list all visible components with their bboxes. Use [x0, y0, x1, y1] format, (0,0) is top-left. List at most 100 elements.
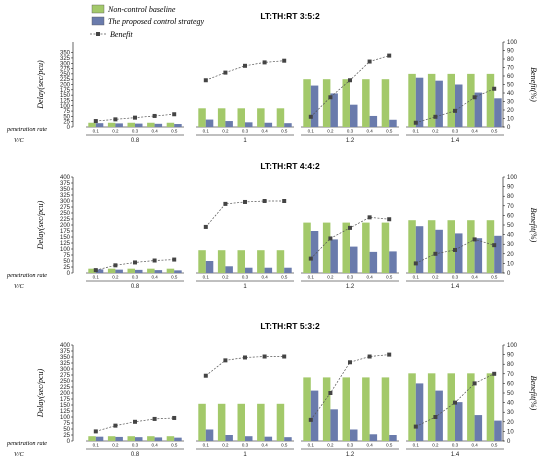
left-axis-tick-label: 125 — [60, 98, 71, 104]
bar-proposed — [474, 238, 483, 273]
bar-proposed — [389, 251, 397, 273]
benefit-point — [223, 358, 228, 363]
bar-baseline — [217, 403, 226, 441]
left-axis-tick-label: 200 — [60, 83, 71, 89]
bar-baseline — [127, 436, 135, 441]
category-tick-label: 0.4 — [366, 275, 373, 280]
legend-label-proposed: The proposed control strategy — [108, 17, 205, 26]
bar-proposed — [245, 267, 253, 273]
bar-proposed — [435, 390, 443, 441]
category-tick-label: 0.5 — [171, 129, 178, 134]
benefit-point — [223, 201, 228, 206]
category-tick-label: 0.4 — [261, 275, 268, 280]
left-axis-tick-label: 25 — [63, 265, 70, 271]
bar-proposed — [154, 437, 163, 441]
bar-baseline — [276, 108, 285, 127]
bar-proposed — [284, 123, 292, 127]
category-tick-label: 0.1 — [308, 443, 315, 448]
bar-proposed — [415, 226, 424, 273]
benefit-point — [387, 53, 392, 58]
left-axis-tick-label: 325 — [60, 56, 71, 62]
bar-proposed — [474, 415, 483, 441]
bar-baseline — [147, 268, 155, 273]
bar-baseline — [467, 220, 475, 273]
left-axis-tick-label: 350 — [60, 355, 71, 361]
benefit-point — [172, 112, 177, 117]
category-tick-label: 0.5 — [386, 275, 393, 280]
group-label: 1.2 — [346, 284, 355, 290]
category-tick-label: 0.5 — [171, 443, 178, 448]
benefit-point — [413, 424, 418, 429]
chart-panel-2: LT:TH:RT 4:4:202550751001251501752002252… — [6, 161, 538, 290]
bar-proposed — [435, 80, 443, 127]
bar-baseline — [381, 79, 390, 127]
bar-baseline — [427, 373, 436, 441]
category-tick-label: 0.2 — [432, 129, 439, 134]
group-label: 0.8 — [131, 138, 140, 144]
legend-marker-benefit — [96, 32, 100, 36]
category-tick-label: 0.4 — [261, 443, 268, 448]
bar-baseline — [322, 79, 331, 127]
left-axis-tick-label: 275 — [60, 373, 71, 379]
right-axis-tick-label: 80 — [507, 57, 514, 63]
benefit-point — [413, 261, 418, 266]
left-axis-tick-label: 125 — [60, 241, 71, 247]
bar-baseline — [467, 73, 475, 127]
benefit-point — [262, 354, 267, 359]
benefit-point — [472, 95, 477, 100]
right-axis-tick-label: 60 — [507, 74, 514, 80]
y2-axis-label: Benefit(%) — [529, 67, 538, 102]
left-axis-tick-label: 100 — [60, 415, 71, 421]
x-axis-label-penetration-rate: penetration rate — [6, 272, 47, 279]
bar-proposed — [225, 435, 233, 441]
benefit-point — [453, 400, 457, 405]
bar-proposed — [205, 119, 214, 127]
bar-proposed — [455, 402, 463, 441]
bar-proposed — [415, 77, 424, 127]
benefit-point — [223, 70, 228, 75]
benefit-line — [205, 200, 285, 228]
benefit-point — [492, 86, 497, 91]
bar-baseline — [322, 377, 331, 441]
right-axis-tick-label: 40 — [507, 233, 514, 239]
benefit-point — [282, 354, 287, 359]
left-axis-tick-label: 350 — [60, 51, 71, 57]
bar-proposed — [330, 239, 338, 273]
right-axis-tick-label: 100 — [507, 40, 518, 46]
left-axis-tick-label: 225 — [60, 77, 71, 83]
benefit-point — [387, 352, 392, 357]
category-tick-label: 0.3 — [242, 275, 249, 280]
group-label: 1.4 — [451, 138, 460, 144]
category-tick-label: 0.3 — [347, 443, 354, 448]
bar-proposed — [310, 85, 319, 127]
category-tick-label: 0.1 — [308, 275, 315, 280]
x-axis-label-penetration-rate: penetration rate — [6, 440, 47, 447]
benefit-point — [328, 95, 333, 100]
benefit-point — [433, 251, 438, 256]
category-tick-label: 0.2 — [222, 275, 229, 280]
category-tick-label: 0.1 — [203, 275, 210, 280]
bar-proposed — [350, 429, 358, 441]
benefit-line — [415, 239, 495, 264]
bar-baseline — [127, 268, 135, 273]
bar-proposed — [494, 98, 502, 127]
category-tick-label: 0.5 — [281, 443, 288, 448]
bar-proposed — [415, 383, 424, 441]
bar-baseline — [198, 403, 206, 441]
bar-proposed — [174, 124, 182, 127]
benefit-point — [243, 355, 247, 360]
group-label: 1.2 — [346, 138, 355, 144]
benefit-point — [492, 371, 497, 376]
benefit-point — [152, 416, 157, 421]
benefit-point — [367, 59, 372, 64]
left-axis-tick-label: 200 — [60, 391, 71, 397]
left-axis-tick-label: 300 — [60, 61, 71, 67]
category-tick-label: 0.5 — [491, 443, 498, 448]
right-axis-tick-label: 50 — [507, 223, 514, 229]
bar-baseline — [303, 377, 311, 441]
right-axis-tick-label: 70 — [507, 204, 514, 210]
benefit-point — [133, 260, 137, 265]
left-axis-tick-label: 350 — [60, 187, 71, 193]
category-tick-label: 0.5 — [281, 275, 288, 280]
left-axis-tick-label: 150 — [60, 403, 71, 409]
